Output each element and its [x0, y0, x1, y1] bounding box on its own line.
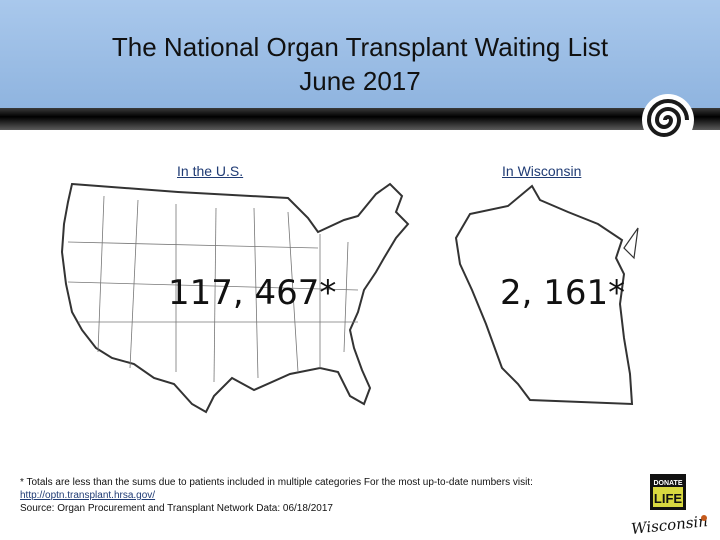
wisconsin-waiting-count: 2, 161* — [500, 273, 626, 313]
us-map — [60, 182, 410, 414]
title-line-1: The National Organ Transplant Waiting Li… — [111, 32, 609, 62]
footnote-source: Source: Organ Procurement and Transplant… — [20, 503, 333, 514]
donate-life-logo: DONATE LIFE Wisconsin — [630, 474, 709, 536]
header-band — [0, 108, 720, 130]
footnote-line-1: * Totals are less than the sums due to p… — [20, 477, 533, 488]
wisconsin-label[interactable]: In Wisconsin — [502, 163, 582, 179]
logo-donate-text: DONATE — [653, 480, 682, 487]
wisconsin-map — [454, 184, 639, 406]
us-waiting-count: 117, 467* — [168, 273, 337, 313]
swirl-icon — [642, 94, 694, 146]
logo-state-text: Wisconsin — [630, 512, 708, 536]
header-background — [0, 0, 720, 108]
us-label[interactable]: In the U.S. — [177, 163, 244, 179]
footnote: * Totals are less than the sums due to p… — [20, 476, 620, 515]
title-line-2: June 2017 — [299, 66, 421, 96]
logo-life-text: LIFE — [654, 491, 682, 506]
optn-link[interactable]: http://optn.transplant.hrsa.gov/ — [20, 490, 156, 501]
slide-title: The National Organ Transplant Waiting Li… — [20, 30, 700, 98]
